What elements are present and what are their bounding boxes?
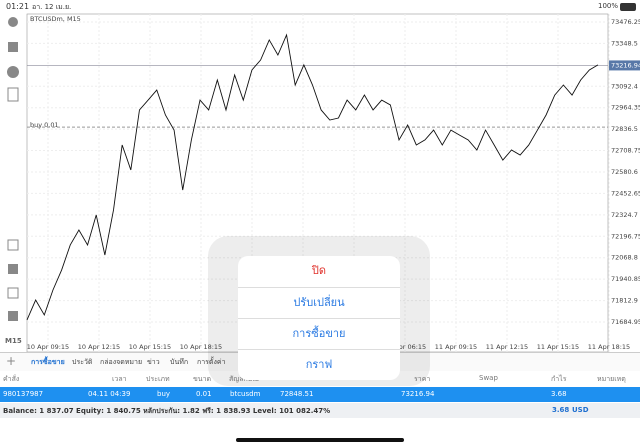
y-tick-label: 72964.35	[611, 104, 640, 112]
x-tick-label: 11 Apr 18:15	[588, 343, 630, 351]
column-header: กำไร	[551, 375, 567, 383]
battery: 100%	[598, 2, 619, 10]
y-tick-label: 72836.5	[611, 125, 638, 133]
tab[interactable]: การซื้อขาย	[31, 358, 65, 366]
y-tick-label: 72068.8	[611, 254, 638, 262]
balance-summary: Balance: 1 837.07 Equity: 1 840.75 หลักป…	[3, 407, 331, 415]
trade-icon[interactable]	[8, 42, 18, 52]
toolbar	[7, 17, 19, 321]
cell: 73216.94	[401, 390, 435, 398]
function-icon[interactable]	[7, 287, 19, 299]
cell: btcusdm	[230, 390, 261, 398]
column-header: เวลา	[112, 375, 127, 383]
y-tick-label: 71940.85	[611, 275, 640, 283]
y-tick-label: 72580.6	[611, 168, 638, 176]
price-line-series	[26, 33, 599, 321]
x-tick-label: 11 Apr 12:15	[486, 343, 528, 351]
date: อา. 12 เม.ย.	[32, 3, 72, 11]
balance-row: Balance: 1 837.07 Equity: 1 840.75 หลักป…	[0, 403, 640, 418]
y-tick-label: 72452.65	[611, 189, 640, 197]
y-tick-label: 71684.95	[611, 318, 640, 326]
menu-item[interactable]: ปรับเปลี่ยน	[238, 287, 400, 318]
y-tick-label: 73092.4	[611, 82, 638, 90]
menu-item[interactable]: การซื้อขาย	[238, 318, 400, 349]
menu-item[interactable]: กราฟ	[238, 349, 400, 380]
column-header: Swap	[479, 374, 498, 382]
clock: 01:21	[6, 2, 30, 11]
menu-item[interactable]: ปิด	[311, 264, 327, 277]
tab[interactable]: การตั้งค่า	[197, 358, 226, 366]
column-header: ราคา	[414, 375, 431, 383]
total-profit: 3.68	[552, 406, 570, 414]
chat-icon[interactable]	[7, 66, 19, 78]
battery-icon	[620, 3, 636, 11]
table-row[interactable]: 980137987 04.11 04:39 buy 0.01 btcusdm 72848.…	[0, 387, 640, 402]
cell: 04.11 04:39	[88, 390, 131, 398]
crosshair-icon[interactable]	[7, 239, 19, 251]
tab[interactable]: บันทึก	[170, 358, 189, 366]
add-icon[interactable]	[7, 87, 19, 102]
x-tick-label: 10 Apr 09:15	[27, 343, 69, 351]
y-tick-label: 71812.9	[611, 297, 638, 305]
cell: 0.01	[196, 390, 212, 398]
x-tick-label: 11 Apr 06:15	[384, 343, 426, 351]
timeframe-button[interactable]: M15	[5, 337, 22, 345]
column-header: หมายเหตุ	[597, 375, 626, 383]
column-header: คำสั่ง	[3, 375, 20, 383]
cell: 3.68	[551, 390, 567, 398]
price-tag-label: 73216.94	[611, 61, 640, 69]
symbol-label: BTCUSDm, M15	[30, 15, 81, 23]
tab[interactable]: ประวัติ	[72, 358, 93, 366]
y-tick-label: 73348.5	[611, 39, 638, 47]
account-icon[interactable]	[8, 17, 18, 27]
tab[interactable]: กล่องจดหมาย	[100, 358, 143, 366]
x-tick-label: 10 Apr 18:15	[180, 343, 222, 351]
currency: USD	[572, 406, 589, 414]
indicator-icon[interactable]	[8, 264, 18, 274]
y-tick-label: 72196.75	[611, 232, 640, 240]
cell: buy	[157, 390, 171, 398]
home-indicator	[236, 438, 404, 442]
y-tick-label: 72708.75	[611, 147, 640, 155]
add-button[interactable]: +	[6, 354, 17, 368]
cell: 72848.51	[280, 390, 314, 398]
x-tick-label: 11 Apr 09:15	[435, 343, 477, 351]
tab[interactable]: ข่าว	[147, 358, 160, 366]
price-tag	[609, 60, 640, 71]
objects-icon[interactable]	[8, 311, 18, 321]
x-tick-label: 11 Apr 15:15	[537, 343, 579, 351]
y-tick-label: 73476.25	[611, 18, 640, 26]
column-header: ประเภท	[146, 375, 170, 383]
x-tick-label: 10 Apr 12:15	[78, 343, 120, 351]
y-tick-label: 72324.7	[611, 211, 638, 219]
buy-label: buy 0.01	[30, 121, 59, 129]
x-tick-label: 10 Apr 15:15	[129, 343, 171, 351]
column-header: ขนาด	[193, 375, 212, 383]
cell: 980137987	[3, 390, 44, 398]
context-menu: ปิดปรับเปลี่ยน การซื้อขาย กราฟ	[238, 256, 400, 380]
